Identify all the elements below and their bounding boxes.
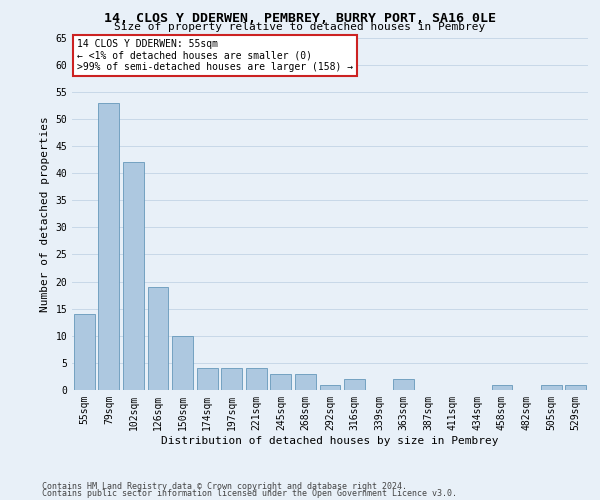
Text: Size of property relative to detached houses in Pembrey: Size of property relative to detached ho… — [115, 22, 485, 32]
Bar — [295, 374, 316, 390]
Text: Contains HM Land Registry data © Crown copyright and database right 2024.: Contains HM Land Registry data © Crown c… — [42, 482, 407, 491]
Bar — [320, 384, 340, 390]
Bar — [148, 287, 169, 390]
X-axis label: Distribution of detached houses by size in Pembrey: Distribution of detached houses by size … — [161, 436, 499, 446]
Text: 14, CLOS Y DDERWEN, PEMBREY, BURRY PORT, SA16 0LE: 14, CLOS Y DDERWEN, PEMBREY, BURRY PORT,… — [104, 12, 496, 26]
Bar — [74, 314, 95, 390]
Text: 14 CLOS Y DDERWEN: 55sqm
← <1% of detached houses are smaller (0)
>99% of semi-d: 14 CLOS Y DDERWEN: 55sqm ← <1% of detach… — [77, 40, 353, 72]
Bar — [393, 379, 414, 390]
Bar — [197, 368, 218, 390]
Bar — [172, 336, 193, 390]
Bar — [246, 368, 267, 390]
Y-axis label: Number of detached properties: Number of detached properties — [40, 116, 50, 312]
Bar — [221, 368, 242, 390]
Bar — [541, 384, 562, 390]
Bar — [123, 162, 144, 390]
Bar — [491, 384, 512, 390]
Bar — [271, 374, 292, 390]
Text: Contains public sector information licensed under the Open Government Licence v3: Contains public sector information licen… — [42, 490, 457, 498]
Bar — [565, 384, 586, 390]
Bar — [344, 379, 365, 390]
Bar — [98, 102, 119, 390]
